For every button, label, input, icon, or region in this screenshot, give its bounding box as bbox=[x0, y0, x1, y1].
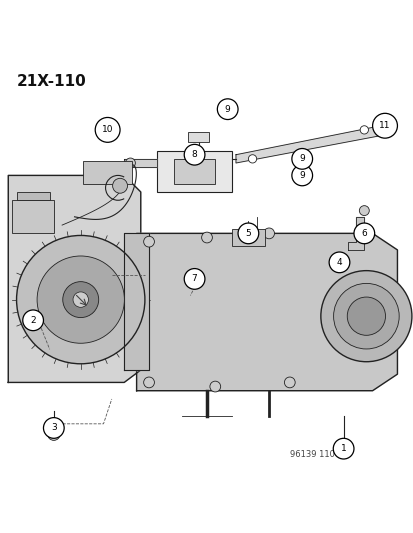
Text: 21X-110: 21X-110 bbox=[17, 74, 86, 89]
Circle shape bbox=[63, 281, 98, 318]
Circle shape bbox=[359, 126, 368, 134]
Polygon shape bbox=[136, 233, 396, 391]
Circle shape bbox=[23, 310, 43, 330]
Circle shape bbox=[112, 179, 127, 193]
Polygon shape bbox=[124, 233, 149, 370]
FancyBboxPatch shape bbox=[231, 229, 264, 246]
Polygon shape bbox=[124, 159, 157, 167]
Circle shape bbox=[237, 223, 258, 244]
Circle shape bbox=[353, 223, 374, 244]
Circle shape bbox=[184, 269, 204, 289]
Circle shape bbox=[217, 99, 237, 119]
Circle shape bbox=[263, 228, 274, 239]
Circle shape bbox=[125, 158, 135, 168]
FancyBboxPatch shape bbox=[173, 159, 215, 184]
Circle shape bbox=[37, 256, 124, 343]
Circle shape bbox=[43, 418, 64, 438]
Circle shape bbox=[17, 236, 145, 364]
Circle shape bbox=[358, 206, 368, 215]
Circle shape bbox=[335, 439, 350, 454]
Text: 9: 9 bbox=[299, 155, 304, 163]
Circle shape bbox=[143, 236, 154, 247]
Circle shape bbox=[328, 252, 349, 273]
Polygon shape bbox=[8, 175, 140, 382]
Circle shape bbox=[184, 144, 204, 165]
Circle shape bbox=[248, 155, 256, 163]
Circle shape bbox=[143, 377, 154, 388]
Circle shape bbox=[291, 149, 312, 169]
Text: 5: 5 bbox=[245, 229, 251, 238]
Text: 10: 10 bbox=[102, 125, 113, 134]
Circle shape bbox=[209, 381, 220, 392]
FancyBboxPatch shape bbox=[17, 192, 50, 200]
Text: 4: 4 bbox=[336, 258, 342, 267]
FancyBboxPatch shape bbox=[188, 132, 209, 142]
Text: 9: 9 bbox=[224, 104, 230, 114]
Circle shape bbox=[291, 165, 312, 186]
Circle shape bbox=[372, 114, 396, 138]
Polygon shape bbox=[347, 217, 363, 250]
Text: 1: 1 bbox=[340, 444, 346, 453]
Text: 7: 7 bbox=[191, 274, 197, 284]
Text: 9: 9 bbox=[299, 171, 304, 180]
Text: 8: 8 bbox=[191, 150, 197, 159]
Text: 11: 11 bbox=[378, 121, 390, 130]
FancyBboxPatch shape bbox=[12, 200, 54, 233]
Text: 96139 110: 96139 110 bbox=[289, 450, 334, 459]
Text: 6: 6 bbox=[361, 229, 366, 238]
Circle shape bbox=[95, 117, 120, 142]
Text: 2: 2 bbox=[30, 316, 36, 325]
FancyBboxPatch shape bbox=[83, 161, 132, 184]
Polygon shape bbox=[235, 126, 388, 163]
Circle shape bbox=[73, 292, 88, 308]
Circle shape bbox=[47, 428, 60, 440]
Text: 3: 3 bbox=[51, 423, 57, 432]
Circle shape bbox=[284, 377, 294, 388]
Circle shape bbox=[332, 438, 353, 459]
FancyBboxPatch shape bbox=[157, 151, 231, 192]
Circle shape bbox=[333, 284, 398, 349]
Circle shape bbox=[320, 271, 411, 362]
Circle shape bbox=[201, 232, 212, 243]
Circle shape bbox=[347, 297, 385, 335]
